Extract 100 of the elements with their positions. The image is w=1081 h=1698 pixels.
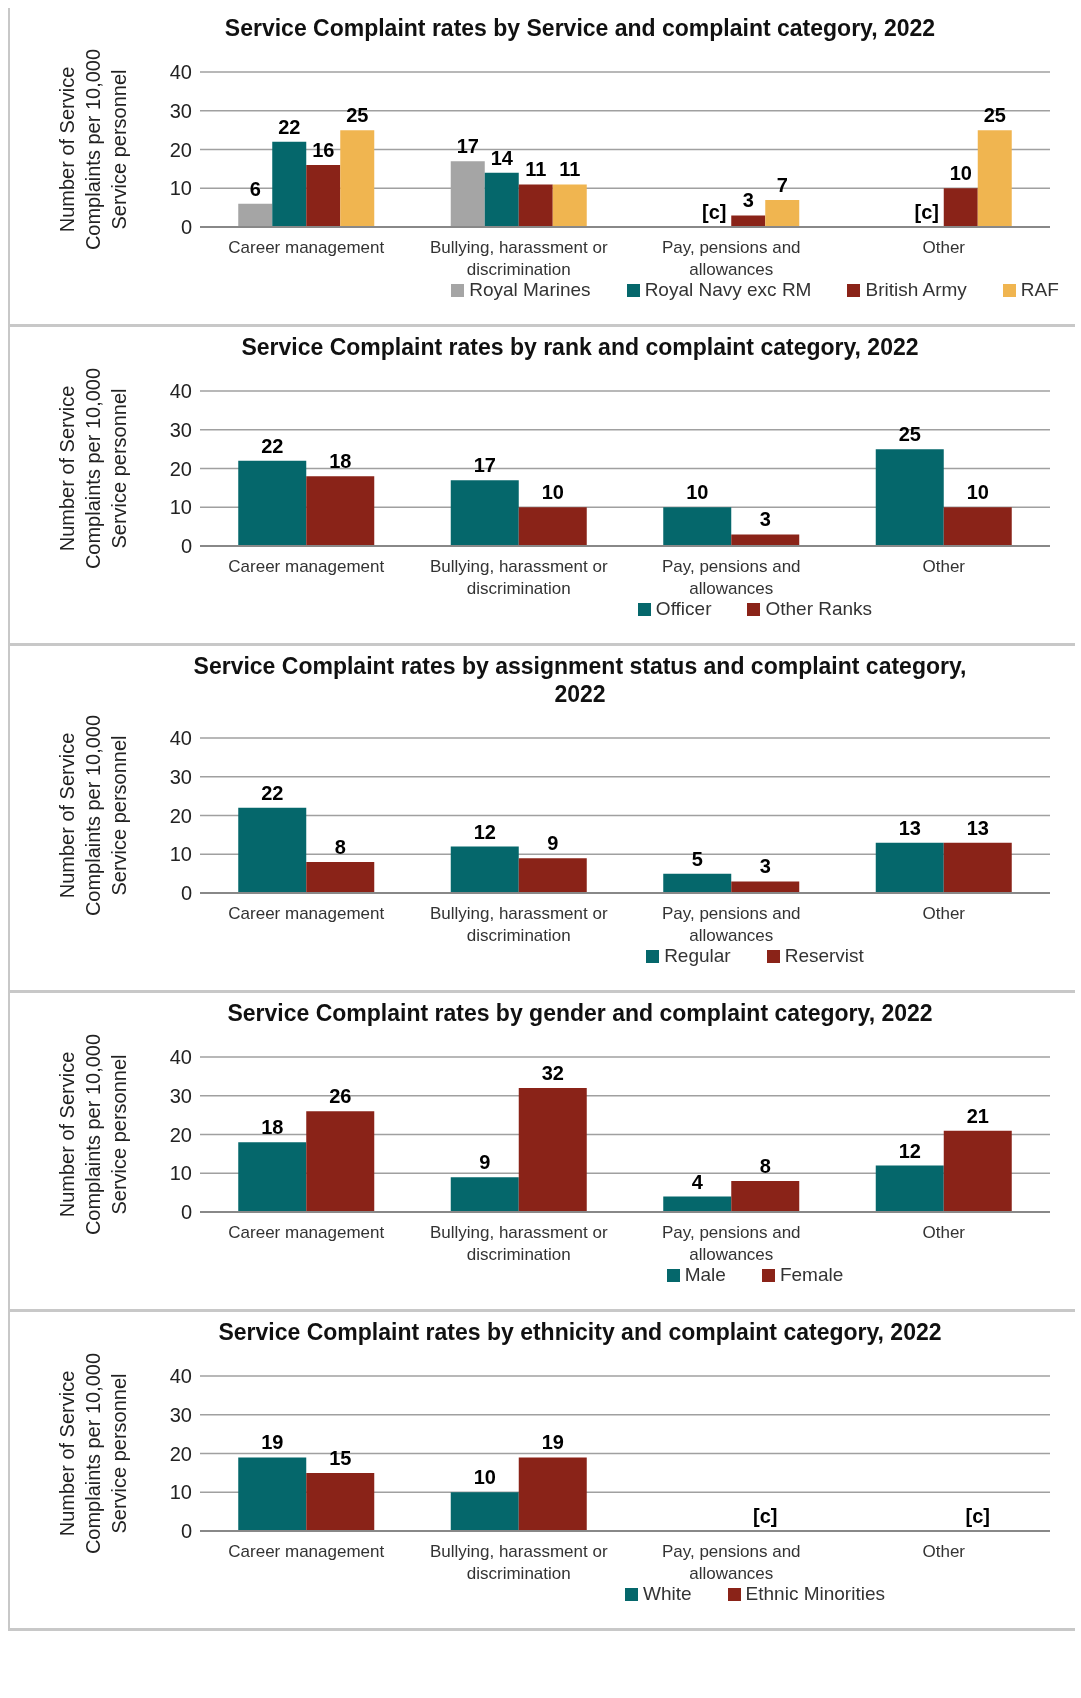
- bar: [450, 1177, 519, 1212]
- y-tick-label: 10: [169, 177, 192, 200]
- bar: [731, 1181, 800, 1212]
- data-label: 3: [759, 508, 771, 531]
- bar: [238, 807, 307, 893]
- x-tick-label: Pay, pensions and allowances: [661, 1223, 801, 1264]
- data-label: 10: [949, 162, 972, 185]
- data-label: 15: [329, 1446, 352, 1469]
- y-tick-label: 40: [169, 1365, 192, 1388]
- data-label: 16: [312, 139, 335, 161]
- chart-title: Service Complaint rates by rank and complaint category, 2022: [240, 333, 920, 361]
- bar: [943, 188, 978, 227]
- bar: [484, 172, 519, 227]
- chart-title: Service Complaint rates by ethnicity and complaint category, 2022: [217, 1318, 943, 1346]
- data-label: 13: [898, 816, 921, 839]
- legend-label: Female: [778, 1264, 844, 1286]
- x-tick-label: Pay, pensions and allowances: [661, 557, 801, 598]
- y-tick-label: 40: [169, 727, 192, 750]
- y-tick-label: 30: [169, 418, 192, 441]
- bar: [663, 1196, 732, 1212]
- bar: [340, 130, 375, 227]
- bar: [875, 449, 944, 546]
- bar: [238, 460, 307, 546]
- data-label: 8: [334, 836, 346, 858]
- y-tick-label: 40: [169, 61, 192, 84]
- data-label: 8: [759, 1155, 771, 1177]
- data-label: 26: [329, 1085, 352, 1108]
- x-tick-label: Career management: [228, 1223, 385, 1242]
- y-tick-label: 0: [180, 216, 192, 239]
- legend-label: Other Ranks: [764, 598, 873, 620]
- y-tick-label: 20: [169, 804, 192, 827]
- legend-label: Officer: [654, 598, 712, 620]
- x-tick-label: Other: [922, 904, 966, 923]
- legend-label: Reservist: [783, 945, 864, 967]
- y-tick-label: 20: [169, 1123, 192, 1146]
- data-label: 6: [249, 177, 261, 200]
- x-tick-label: Bullying, harassment or discrimination: [429, 238, 608, 279]
- y-tick-label: 30: [169, 765, 192, 788]
- x-tick-label: Career management: [228, 1542, 385, 1561]
- y-axis-title: Number of Service Complaints per 10,000 Service personnel: [56, 48, 130, 251]
- bar: [272, 141, 307, 227]
- y-tick-label: 20: [169, 457, 192, 480]
- data-label: 9: [547, 832, 559, 855]
- legend-label: Male: [683, 1264, 726, 1286]
- y-tick-label: 30: [169, 1084, 192, 1107]
- y-tick-label: 40: [169, 1046, 192, 1069]
- y-tick-label: 20: [169, 1442, 192, 1465]
- data-label: 22: [261, 434, 284, 457]
- x-tick-label: Bullying, harassment or discrimination: [429, 904, 608, 945]
- x-tick-label: Bullying, harassment or discrimination: [429, 1223, 608, 1264]
- bar: [943, 1130, 1012, 1212]
- text: [c]: [753, 1505, 778, 1527]
- y-tick-label: 10: [169, 1162, 192, 1185]
- legend-label: White: [642, 1583, 692, 1605]
- bar: [875, 1165, 944, 1212]
- legend-label: Royal Navy exc RM: [643, 279, 812, 301]
- bar: [238, 1457, 307, 1531]
- data-label: 18: [329, 450, 352, 473]
- bar: [518, 858, 587, 893]
- x-tick-label: Pay, pensions and allowances: [661, 904, 801, 945]
- data-label: 7: [776, 173, 788, 196]
- bar: [518, 184, 553, 227]
- y-tick-label: 0: [180, 1201, 192, 1224]
- bar: [238, 1142, 307, 1212]
- data-label: 12: [473, 820, 496, 843]
- data-label: 21: [966, 1104, 989, 1127]
- bar: [450, 1492, 519, 1531]
- chart-title: Service Complaint rates by Service and complaint category, 2022: [223, 14, 937, 42]
- bar: [731, 534, 800, 546]
- data-label: 3: [759, 855, 771, 878]
- legend-label: Regular: [663, 945, 731, 967]
- data-label: 22: [261, 781, 284, 804]
- bar: [306, 1472, 375, 1531]
- bar: [943, 842, 1012, 893]
- y-tick-label: 10: [169, 496, 192, 519]
- y-tick-label: 40: [169, 380, 192, 403]
- y-tick-label: 0: [180, 1520, 192, 1543]
- bar: [875, 842, 944, 893]
- legend-label: Royal Marines: [468, 279, 591, 301]
- y-tick-label: 10: [169, 1481, 192, 1504]
- chart-title: Service Complaint rates by gender and complaint category, 2022: [226, 999, 934, 1027]
- bar: [306, 476, 375, 546]
- data-label: 10: [541, 481, 564, 504]
- x-tick-label: Other: [922, 557, 966, 576]
- y-tick-label: 20: [169, 138, 192, 161]
- y-axis-title: Number of Service Complaints per 10,000 Service personnel: [56, 1352, 130, 1555]
- legend-label: British Army: [864, 279, 967, 301]
- text: [c]: [914, 201, 939, 223]
- data-label: 18: [261, 1116, 284, 1139]
- y-tick-label: 10: [169, 843, 192, 866]
- bar: [765, 199, 800, 227]
- y-tick-label: 30: [169, 1403, 192, 1426]
- bar: [663, 873, 732, 893]
- legend-label: Ethnic Minorities: [744, 1583, 885, 1605]
- bar: [450, 480, 519, 546]
- bar: [306, 862, 375, 893]
- x-tick-label: Bullying, harassment or discrimination: [429, 1542, 608, 1583]
- x-tick-label: Career management: [228, 904, 385, 923]
- bar: [977, 130, 1012, 227]
- chart-title: Service Complaint rates by assignment status and complaint category, 2022: [192, 652, 968, 708]
